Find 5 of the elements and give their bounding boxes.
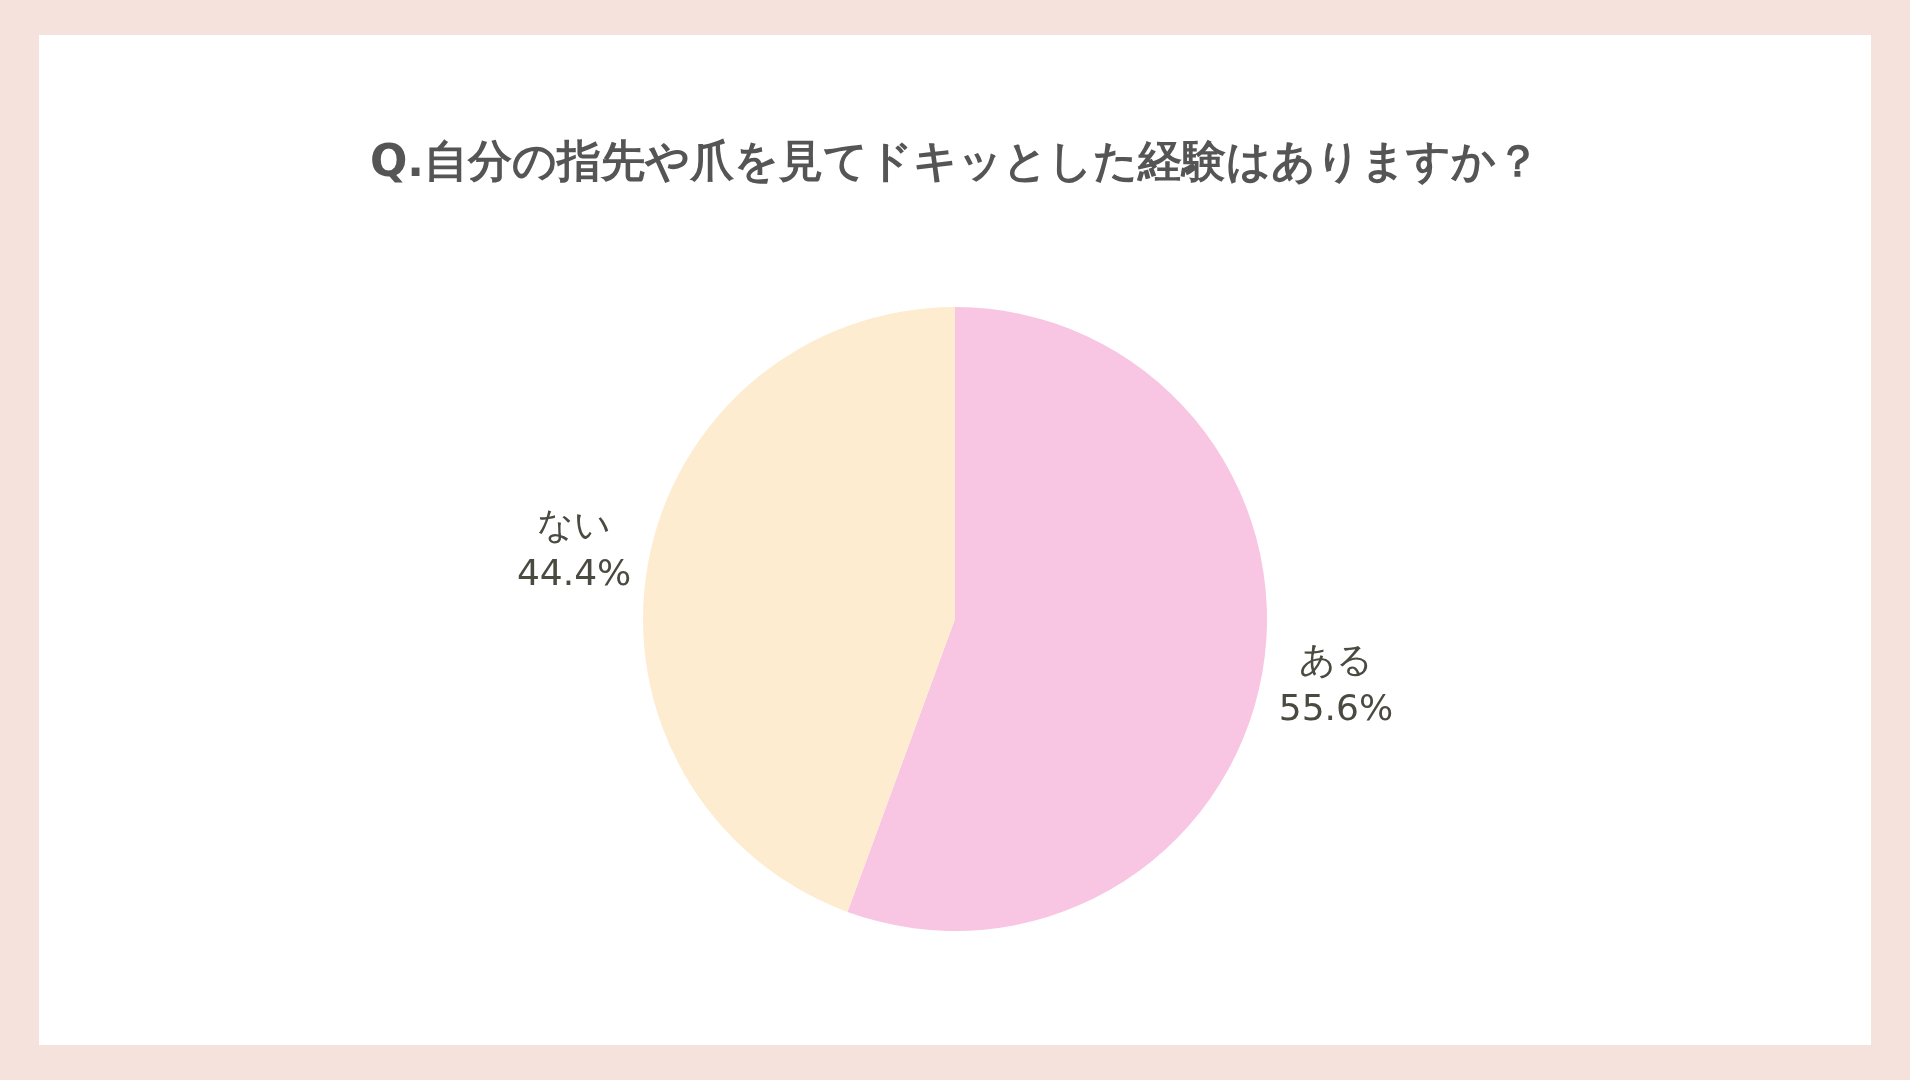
data-label: 55.6% [1278,687,1394,729]
chart-title: Q.自分の指先や爪を見てドキッとした経験はありますか？ [368,134,1542,188]
slice-label: ない [537,503,612,545]
data-label: 44.4% [516,551,632,593]
slice-label: ある [1298,639,1373,681]
